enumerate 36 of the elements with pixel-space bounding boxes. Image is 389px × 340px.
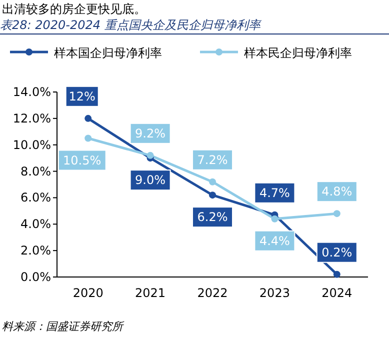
text: 料来源：国盛证券研究所 (2, 320, 125, 333)
data-label: 4.8% (322, 184, 352, 199)
data-label: 12% (68, 89, 96, 104)
point (209, 192, 216, 199)
data-label: 9.0% (135, 173, 166, 188)
data-label: 0.2% (322, 245, 352, 260)
y-tick-label: 0.0% (20, 270, 51, 284)
x-tick-label: 2023 (259, 286, 290, 300)
y-tick-label: 14.0% (12, 85, 51, 99)
text: 出清较多的房企更快见底。 (2, 2, 146, 16)
point (84, 134, 92, 142)
point (271, 215, 278, 222)
data-label: 4.4% (259, 234, 290, 248)
x-tick-label: 2021 (135, 286, 166, 300)
point (333, 210, 340, 218)
data-label: 9.2% (135, 126, 166, 140)
data-label: 4.7% (259, 186, 290, 200)
point (333, 270, 340, 278)
legend-label: 样本民企归母净利率 (244, 46, 352, 60)
point (146, 152, 154, 159)
legend-label: 样本国企归母净利率 (54, 46, 162, 60)
data-label: 10.5% (63, 153, 102, 168)
chart-title: 表28: 2020-2024 重点国央企及民企归母净利率 (0, 18, 262, 32)
x-tick-label: 2024 (322, 286, 352, 300)
y-tick-label: 12.0% (12, 111, 51, 126)
x-tick-label: 2022 (197, 286, 228, 300)
data-label: 7.2% (197, 152, 228, 167)
y-tick-label: 2.0% (20, 244, 51, 258)
x-tick-label: 2020 (72, 286, 104, 300)
y-tick-label: 8.0% (20, 164, 51, 178)
data-label: 6.2% (197, 210, 228, 224)
y-tick-label: 6.0% (20, 190, 51, 205)
point (84, 114, 92, 122)
y-tick-label: 4.0% (20, 217, 51, 232)
point (209, 178, 216, 186)
y-tick-label: 10.0% (12, 138, 51, 152)
